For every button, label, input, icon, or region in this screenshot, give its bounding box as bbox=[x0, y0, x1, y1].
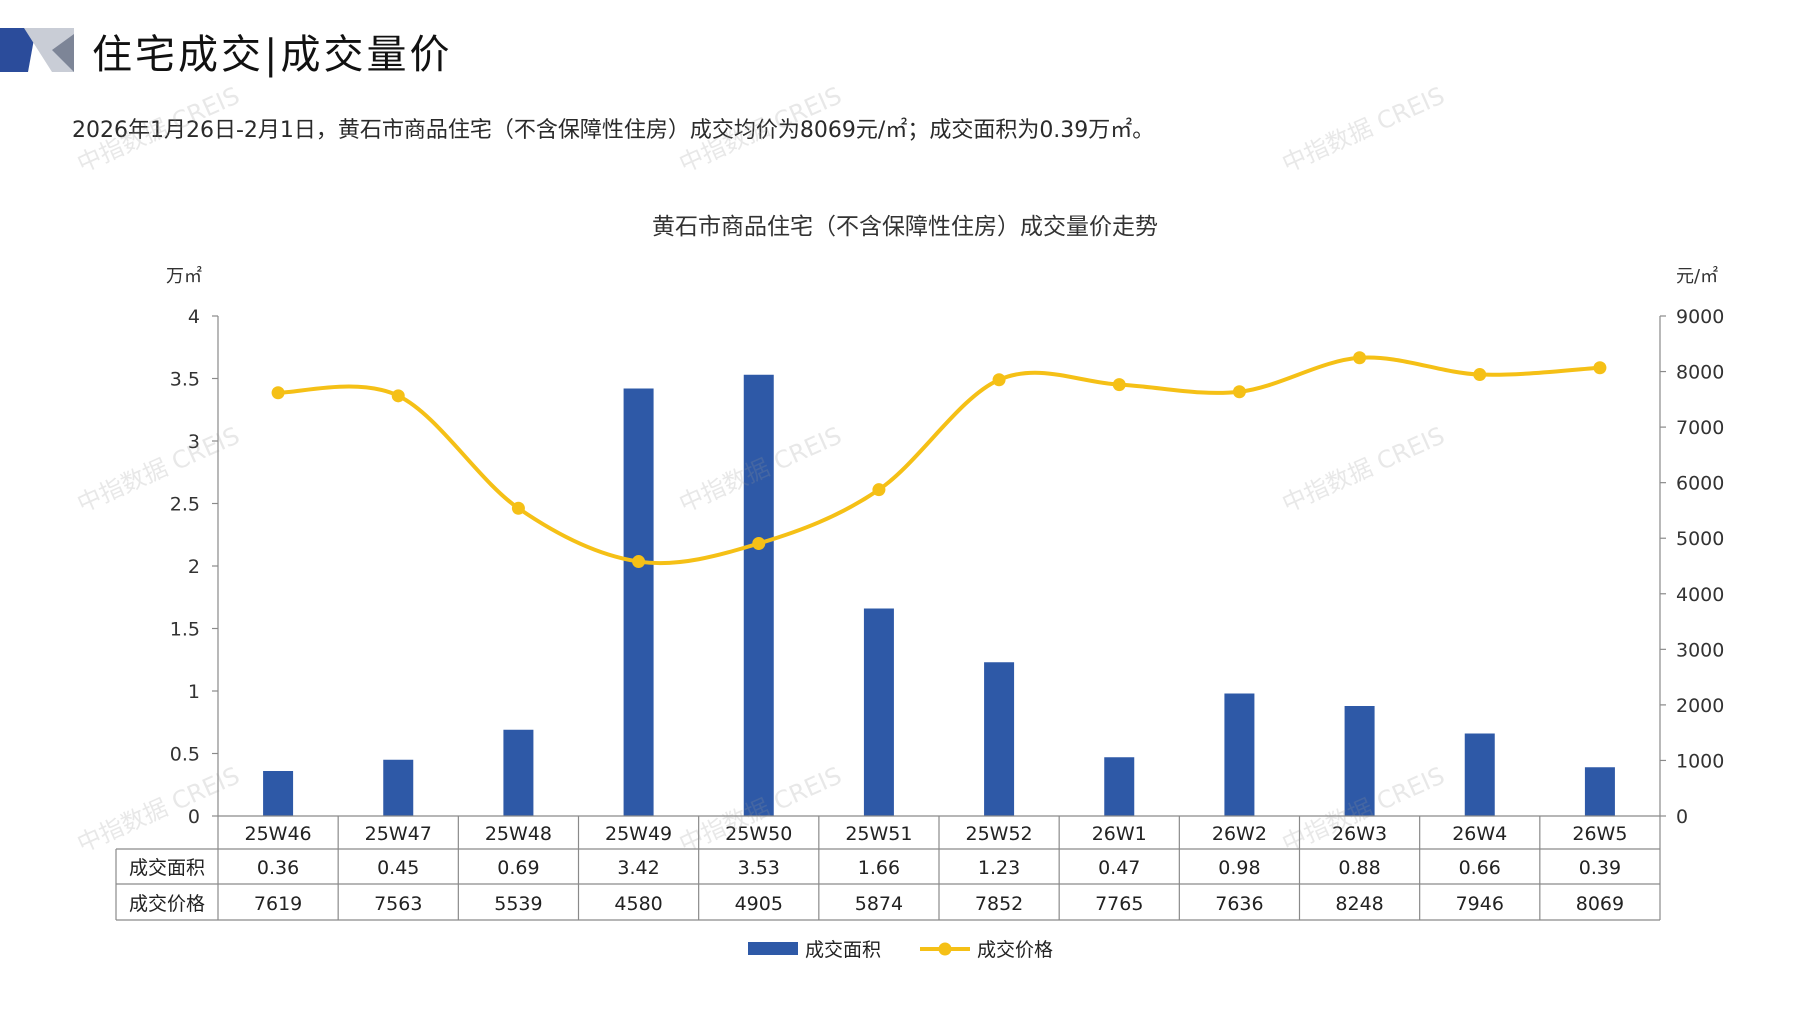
bar-26W2 bbox=[1224, 693, 1255, 816]
table-cell-price: 7563 bbox=[374, 893, 422, 915]
table-cell-area: 0.98 bbox=[1218, 857, 1260, 879]
table-cell-price: 4905 bbox=[735, 893, 783, 915]
right-axis-tick-label: 6000 bbox=[1676, 473, 1724, 495]
table-cell-price: 8069 bbox=[1576, 893, 1624, 915]
table-cell-area: 0.66 bbox=[1459, 857, 1501, 879]
table-row-header: 成交价格 bbox=[129, 893, 205, 915]
price-point-26W5 bbox=[1593, 361, 1607, 375]
right-axis: 0 1000 2000 3000 4000 5000 6000 7000 8000 9000 bbox=[1659, 306, 1724, 828]
legend-swatch-area bbox=[748, 942, 798, 955]
right-axis-tick-label: 9000 bbox=[1676, 306, 1724, 328]
price-point-26W4 bbox=[1473, 368, 1487, 382]
left-axis: 0 0.5 1 1.5 2 2.5 3 3.5 4 bbox=[170, 306, 219, 828]
table-cell-price: 8248 bbox=[1335, 893, 1383, 915]
page-title: 住宅成交|成交量价 bbox=[92, 32, 453, 78]
left-axis-tick-label: 3 bbox=[188, 431, 200, 453]
right-axis-tick-label: 8000 bbox=[1676, 362, 1724, 384]
table-cell-price: 7619 bbox=[254, 893, 302, 915]
data-table: 25W46 25W47 25W48 25W49 25W50 25W51 25W52 26W1 2… bbox=[115, 815, 1661, 921]
table-cell-price: 7946 bbox=[1456, 893, 1504, 915]
left-axis-tick-label: 1.5 bbox=[170, 619, 200, 641]
category-label: 25W47 bbox=[365, 823, 432, 845]
table-cell-price: 5539 bbox=[494, 893, 542, 915]
category-label: 25W49 bbox=[605, 823, 672, 845]
left-axis-tick-label: 3.5 bbox=[170, 369, 200, 391]
bar-26W3 bbox=[1344, 706, 1375, 816]
table-cell-price: 7765 bbox=[1095, 893, 1143, 915]
right-axis-tick-label: 4000 bbox=[1676, 584, 1724, 606]
category-label: 26W3 bbox=[1332, 823, 1387, 845]
category-label: 25W52 bbox=[966, 823, 1033, 845]
summary-text: 2026年1月26日-2月1日，黄石市商品住宅（不含保障性住房）成交均价为806… bbox=[72, 118, 1155, 143]
category-label: 25W51 bbox=[845, 823, 912, 845]
category-label: 26W5 bbox=[1572, 823, 1627, 845]
left-axis-tick-label: 2.5 bbox=[170, 494, 200, 516]
legend: 成交面积 成交价格 bbox=[748, 939, 1053, 961]
bar-25W47 bbox=[383, 759, 414, 816]
bar-26W1 bbox=[1104, 757, 1135, 816]
category-label: 25W50 bbox=[725, 823, 792, 845]
table-cell-area: 0.47 bbox=[1098, 857, 1140, 879]
bar-25W46 bbox=[263, 771, 294, 816]
right-axis-tick-label: 3000 bbox=[1676, 639, 1724, 661]
left-axis-unit: 万㎡ bbox=[166, 265, 202, 287]
table-cell-area: 0.88 bbox=[1338, 857, 1380, 879]
chart-title: 黄石市商品住宅（不含保障性住房）成交量价走势 bbox=[652, 214, 1158, 240]
table-cell-price: 4580 bbox=[614, 893, 662, 915]
price-point-25W52 bbox=[992, 373, 1006, 387]
table-cell-price: 7636 bbox=[1215, 893, 1263, 915]
bar-25W52 bbox=[984, 662, 1015, 816]
table-cell-area: 3.42 bbox=[617, 857, 659, 879]
left-axis-tick-label: 4 bbox=[188, 306, 200, 328]
price-point-25W51 bbox=[872, 483, 886, 497]
price-point-25W48 bbox=[511, 501, 525, 515]
table-cell-area: 0.45 bbox=[377, 857, 419, 879]
table-cell-area: 1.23 bbox=[978, 857, 1020, 879]
bar-26W5 bbox=[1584, 767, 1615, 816]
bar-25W50 bbox=[743, 374, 774, 816]
table-cell-price: 5874 bbox=[855, 893, 903, 915]
table-cell-price: 7852 bbox=[975, 893, 1023, 915]
price-point-25W47 bbox=[391, 389, 405, 403]
right-axis-tick-label: 0 bbox=[1676, 806, 1688, 828]
right-axis-tick-label: 1000 bbox=[1676, 750, 1724, 772]
legend-label-area: 成交面积 bbox=[805, 939, 881, 961]
right-axis-unit: 元/㎡ bbox=[1676, 265, 1718, 287]
bar-25W51 bbox=[863, 608, 894, 816]
price-point-26W1 bbox=[1112, 378, 1126, 392]
table-cell-area: 0.69 bbox=[497, 857, 539, 879]
price-point-25W50 bbox=[752, 537, 766, 550]
right-axis-tick-label: 2000 bbox=[1676, 695, 1724, 717]
legend-label-price: 成交价格 bbox=[977, 939, 1053, 961]
brand-logo-mark bbox=[0, 28, 74, 72]
table-cell-area: 3.53 bbox=[738, 857, 780, 879]
category-label: 26W2 bbox=[1212, 823, 1267, 845]
table-cell-area: 0.36 bbox=[257, 857, 299, 879]
left-axis-tick-label: 0 bbox=[188, 806, 200, 828]
price-point-26W3 bbox=[1353, 351, 1367, 365]
left-axis-tick-label: 1 bbox=[188, 681, 200, 703]
category-label: 25W48 bbox=[485, 823, 552, 845]
price-point-26W2 bbox=[1232, 385, 1246, 399]
table-row-header: 成交面积 bbox=[129, 857, 205, 879]
line-series bbox=[271, 351, 1607, 569]
left-axis-tick-label: 0.5 bbox=[170, 744, 200, 766]
category-label: 26W1 bbox=[1092, 823, 1147, 845]
price-point-25W46 bbox=[271, 386, 285, 400]
price-point-25W49 bbox=[632, 555, 646, 569]
table-cell-area: 0.39 bbox=[1579, 857, 1621, 879]
bar-series bbox=[263, 374, 1615, 816]
left-axis-tick-label: 2 bbox=[188, 556, 200, 578]
right-axis-tick-label: 5000 bbox=[1676, 528, 1724, 550]
legend-swatch-price-marker bbox=[938, 942, 952, 956]
bar-26W4 bbox=[1464, 733, 1495, 816]
price-line bbox=[278, 355, 1601, 566]
bar-25W48 bbox=[503, 729, 534, 816]
bar-25W49 bbox=[623, 388, 654, 816]
category-label: 26W4 bbox=[1452, 823, 1507, 845]
category-label: 25W46 bbox=[245, 823, 312, 845]
table-cell-area: 1.66 bbox=[858, 857, 900, 879]
right-axis-tick-label: 7000 bbox=[1676, 417, 1724, 439]
